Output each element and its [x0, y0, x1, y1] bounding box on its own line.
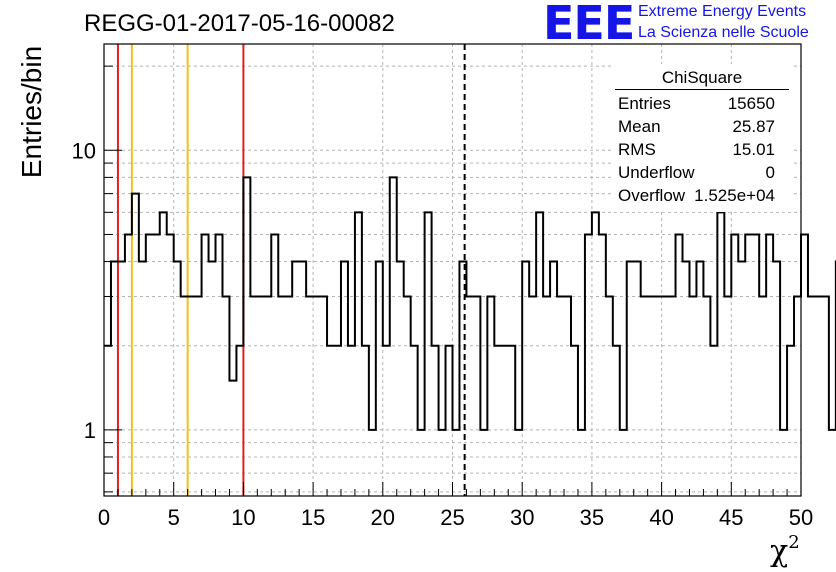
y-axis-label: Entries/bin	[16, 45, 47, 179]
tick-labels: 0 5 10 15 20 25 30 35 40 45 50 1 10	[72, 138, 814, 530]
x-tick-label: 45	[719, 505, 743, 530]
x-tick-label: 35	[580, 505, 604, 530]
stats-value: 15650	[727, 94, 775, 113]
stats-label: Mean	[618, 117, 661, 136]
stats-row-underflow: Underflow 0	[618, 163, 775, 185]
stats-value: 15.01	[732, 140, 775, 159]
x-tick-label: 40	[649, 505, 673, 530]
axis-ticks	[103, 65, 802, 496]
x-tick-label: 25	[440, 505, 464, 530]
stats-value: 25.87	[732, 117, 775, 136]
run-title: REGG-01-2017-05-16-00082	[84, 10, 395, 37]
stats-label: Overflow	[618, 186, 686, 205]
x-tick-label: 0	[98, 505, 110, 530]
x-tick-label: 15	[301, 505, 325, 530]
stats-value: 0	[765, 163, 775, 182]
stats-label: Entries	[618, 94, 671, 113]
x-tick-label: 20	[371, 505, 395, 530]
logo-tagline-2: La Scienza nelle Scuole	[638, 24, 809, 41]
stats-box: ChiSquare Entries 15650 Mean 25.87 RMS 15.0…	[611, 64, 793, 212]
x-axis-label: χ2	[770, 532, 800, 569]
stats-box-divider	[615, 89, 789, 90]
x-tick-label: 10	[231, 505, 255, 530]
x-axis-label-text: χ	[770, 534, 789, 569]
stats-row-mean: Mean 25.87	[618, 117, 775, 139]
y-tick-label: 1	[84, 418, 96, 443]
stats-label: Underflow	[618, 163, 695, 182]
stats-value: 1.525e+04	[694, 186, 775, 205]
stats-row-rms: RMS 15.01	[618, 140, 775, 162]
x-tick-label: 5	[168, 505, 180, 530]
stats-row-entries: Entries 15650	[618, 94, 775, 116]
y-tick-label: 10	[72, 138, 96, 163]
logo-tagline-1: Extreme Energy Events	[638, 3, 807, 20]
stats-row-overflow: Overflow 1.525e+04	[618, 186, 775, 208]
histogram-series	[104, 176, 836, 431]
x-tick-label: 50	[789, 505, 813, 530]
x-axis-label-superscript: 2	[788, 532, 800, 553]
eee-logo: EEE	[543, 0, 635, 50]
x-tick-label: 30	[510, 505, 534, 530]
stats-label: RMS	[618, 140, 656, 159]
stats-box-title: ChiSquare	[661, 68, 743, 87]
